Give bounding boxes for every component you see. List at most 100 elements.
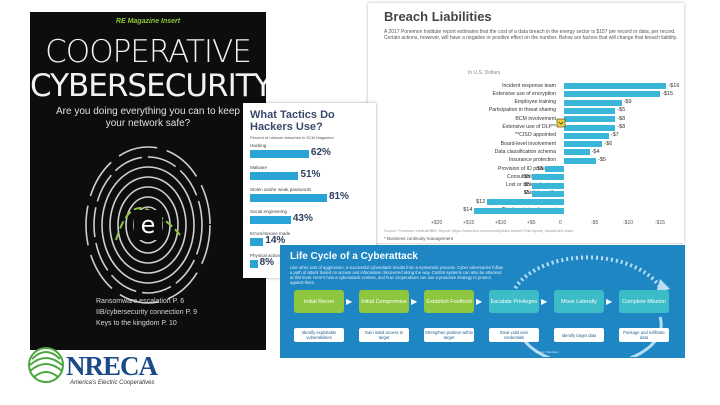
breach-liabilities-panel: Breach Liabilities A 2017 Ponemon Instit… xyxy=(368,3,684,243)
lifecycle-stage: Complete Mission xyxy=(619,290,669,313)
lifecycle-outcome: Strengthen position within target xyxy=(424,328,474,342)
breach-row-bar xyxy=(564,149,590,156)
cover-toc-item-2: IIB/cybersecurity connection P. 9 xyxy=(96,309,198,316)
lock-icon xyxy=(556,118,566,128)
fingerprint-icon: e xyxy=(85,146,211,304)
breach-row-value: -$9 xyxy=(623,99,632,106)
cover-title-line2: CYBERSECURITY xyxy=(30,68,266,104)
breach-axis-tick: -$10 xyxy=(623,219,634,226)
breach-row-label: Insurance protection xyxy=(508,157,556,164)
breach-title: Breach Liabilities xyxy=(384,9,492,24)
breach-row-bar xyxy=(564,116,616,123)
nreca-globe-icon xyxy=(28,347,64,383)
tactics-intro: Percent of network breaches in SCM Magaz… xyxy=(250,135,335,140)
lifecycle-outcome: Identify target data xyxy=(554,328,604,342)
breach-row-label: Provision of ID protection xyxy=(498,165,556,172)
cover-toc-item-3: Keys to the kingdom P. 10 xyxy=(96,320,177,327)
breach-axis-tick: +$20 xyxy=(431,219,443,226)
tactic-bar xyxy=(250,172,299,180)
breach-source: Source: Ponemon Institute/IBM, Report: h… xyxy=(384,229,574,233)
breach-row-value: -$8 xyxy=(617,115,626,122)
breach-row-label: Incident response team xyxy=(502,82,556,89)
lifecycle-stage: Escalate Privileges xyxy=(489,290,539,313)
breach-row-label: Extensive use of encryption xyxy=(492,90,556,97)
cyberattack-lifecycle-panel: Life Cycle of a Cyberattack Like other a… xyxy=(280,245,685,358)
breach-intro: A 2017 Ponemon Institute report estimate… xyxy=(384,29,678,41)
breach-row-label: Board-level involvement xyxy=(500,140,556,147)
breach-row-value: $12 xyxy=(476,198,486,205)
breach-row-bar xyxy=(564,157,596,164)
lifecycle-stage: Move Laterally xyxy=(554,290,604,313)
lifecycle-outcome: Steal valid user credentials xyxy=(489,328,539,342)
breach-row-bar xyxy=(564,132,609,139)
breach-row-value: $5 xyxy=(523,182,530,189)
breach-row-value: -$6 xyxy=(604,140,613,147)
lifecycle-stage: Initial Compromise xyxy=(359,290,409,313)
tactic-value: 8% xyxy=(259,257,275,268)
breach-row-bar xyxy=(564,83,667,89)
breach-row-bar xyxy=(564,124,616,131)
breach-chart: Incident response team -$16 Extensive use … xyxy=(368,3,684,243)
breach-row-label: Employee training xyxy=(514,99,556,106)
cover-tag: RE Magazine Insert xyxy=(115,18,181,25)
cover-subtitle: Are you doing everything you can to keep… xyxy=(55,106,240,129)
cover-toc-item-1: Ransomware escalation P. 6 xyxy=(96,298,185,305)
tactic-bar xyxy=(250,238,264,246)
breach-row-label: Consultants engaged xyxy=(506,173,556,180)
arrow-right-icon: ▶ xyxy=(476,297,483,306)
breach-row-bar xyxy=(532,190,564,197)
breach-row-value: -$8 xyxy=(617,124,626,130)
breach-row-label: Extensive use of DLP** xyxy=(502,124,556,130)
lifecycle-title: Life Cycle of a Cyberattack xyxy=(290,251,418,262)
lifecycle-stage: Establish Foothold xyxy=(424,290,474,313)
breach-row-bar xyxy=(487,199,564,206)
breach-axis-tick: -$15 xyxy=(655,219,666,226)
tactic-value: 14% xyxy=(265,235,286,246)
lifecycle-source: Source: Mandiant xyxy=(535,350,559,354)
breach-row-bar xyxy=(564,107,616,114)
breach-row-label: Participation in threat sharing xyxy=(488,107,556,114)
breach-row-bar xyxy=(532,182,564,189)
breach-row-bar xyxy=(474,207,564,214)
breach-row-label: Data classification schema xyxy=(494,148,556,155)
lifecycle-outcome: Identify exploitable vulnerabilities xyxy=(294,328,344,342)
breach-row-bar xyxy=(564,99,622,106)
tactic-bar xyxy=(250,194,327,202)
breach-row-value: $5 xyxy=(523,190,530,197)
tactic-value: 81% xyxy=(328,191,349,202)
breach-axis-tick: 0 xyxy=(559,219,562,226)
nreca-logo: NRECA America's Electric Cooperatives xyxy=(26,343,166,393)
nreca-name: NRECA xyxy=(66,351,158,381)
lifecycle-outcome: Package and exfiltrate data xyxy=(619,328,669,342)
breach-row-value: $14 xyxy=(463,207,473,213)
breach-row-value: -$7 xyxy=(610,132,619,139)
tactic-label: Errors/misuse made xyxy=(250,231,291,236)
breach-axis-tick: +$15 xyxy=(463,219,475,226)
lifecycle-stage: Initial Recon xyxy=(294,290,344,313)
breach-row-value: $3 xyxy=(536,165,543,172)
breach-row-value: -$4 xyxy=(591,148,600,155)
breach-row-value: -$5 xyxy=(617,107,626,114)
tactics-title: What Tactics Do Hackers Use? xyxy=(250,109,335,133)
tactic-bar xyxy=(250,150,309,158)
breach-row-value: -$15 xyxy=(662,90,674,97)
breach-axis-tick: +$10 xyxy=(495,219,507,226)
tactic-value: 43% xyxy=(292,213,313,224)
breach-axis-tick: -$5 xyxy=(591,219,599,226)
tactic-bar xyxy=(250,260,258,268)
arrow-right-icon: ▶ xyxy=(411,297,418,306)
magazine-cover: RE Magazine Insert COOPERATIVE CYBERSECU… xyxy=(30,12,266,350)
breach-row-label: Lost or stolen devices xyxy=(505,182,556,189)
breach-row-value: -$16 xyxy=(668,82,680,89)
breach-footnote: * Business continuity management xyxy=(384,236,454,241)
breach-axis-tick: +$5 xyxy=(527,219,536,226)
breach-row-value: $5 xyxy=(523,173,530,180)
tactic-value: 51% xyxy=(300,169,321,180)
breach-row-label: BCM involvement xyxy=(515,115,556,122)
tactic-label: Social engineering xyxy=(250,209,288,214)
breach-row-value: -$5 xyxy=(598,157,606,164)
arrow-right-icon: ▶ xyxy=(541,297,548,306)
arrow-right-icon: ▶ xyxy=(606,297,613,306)
lifecycle-intro: Like other acts of aggression, a success… xyxy=(290,265,503,285)
lifecycle-outcome: Gain initial access to target xyxy=(359,328,409,342)
